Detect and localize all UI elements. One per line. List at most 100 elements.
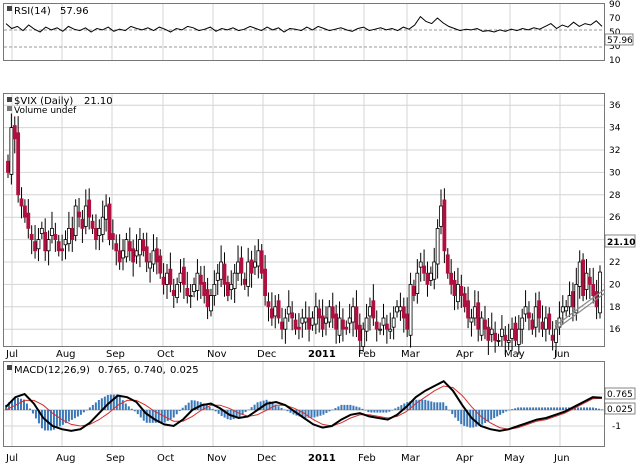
candle-body (300, 317, 305, 324)
candle-body (374, 321, 379, 330)
candle-body (533, 306, 538, 328)
month-label: Sep (106, 453, 125, 464)
macd-histogram-bar (337, 406, 340, 410)
macd-histogram-bar (445, 405, 448, 410)
candle-body (263, 268, 267, 296)
macd-histogram-bar (289, 410, 292, 413)
macd-histogram-bar (427, 400, 430, 410)
price-tick-label: 20 (609, 280, 621, 290)
macd-grid (4, 362, 604, 446)
candle-body (43, 232, 48, 252)
macd-histogram-bar (244, 410, 247, 413)
candle-body (50, 227, 54, 236)
macd-histogram-bar (526, 407, 529, 410)
macd-histogram-bar (37, 410, 40, 424)
macd-histogram-bar (499, 410, 502, 415)
macd-histogram-bar (361, 408, 364, 410)
candle-body (554, 328, 558, 343)
candle-body (472, 306, 477, 319)
rsi-panel: 90 70 50 30 10 57.96 RSI(14) 57.96 (3, 0, 634, 66)
price-current-value: 21.10 (84, 96, 113, 107)
candle-body (205, 289, 210, 308)
macd-histogram-bar (583, 407, 586, 410)
candle-body (185, 288, 190, 297)
candle-body (259, 250, 264, 274)
candle-body (493, 332, 498, 341)
candle-body (266, 301, 271, 308)
candle-body (46, 239, 51, 252)
candle-body (56, 241, 61, 252)
macd-histogram-bar (370, 410, 373, 413)
macd-histogram-bar (508, 409, 511, 411)
macd-histogram-bar (220, 410, 223, 416)
macd-histogram-bar (589, 407, 592, 410)
macd-histogram-bar (466, 410, 469, 427)
macd-histogram-bar (64, 410, 67, 424)
candle-body (134, 250, 139, 257)
macd-histogram-bar (493, 410, 496, 419)
macd-histogram-bar (97, 399, 100, 410)
macd-histogram-bar (232, 410, 235, 420)
macd-histogram-bar (280, 407, 283, 410)
macd-histogram-bar (541, 407, 544, 410)
price-value-badge-text: 21.10 (607, 238, 635, 248)
candle-body (347, 317, 352, 324)
macd-histogram-bar (388, 410, 391, 412)
macd-value-badge-text: 0.765 (607, 390, 633, 400)
macd-histogram-bar (523, 407, 526, 410)
candle-body (249, 259, 254, 274)
month-label: Apr (456, 453, 474, 464)
macd-histogram-bar (85, 409, 88, 411)
candle-body (114, 243, 119, 252)
macd-histogram-bar (475, 410, 478, 427)
month-label: Jul (5, 349, 18, 360)
candle-body (242, 278, 247, 285)
candle-body (479, 317, 484, 336)
macd-histogram-bar (373, 410, 376, 413)
candle-body (138, 239, 142, 256)
macd-hist-badge (604, 402, 636, 415)
macd-histogram-bar (40, 410, 43, 429)
candle-body (198, 274, 203, 285)
macd-histogram-bar (547, 407, 550, 410)
macd-histogram-bar (496, 410, 499, 417)
price-tick-label: 26 (609, 213, 621, 223)
rsi-tick-label: 50 (609, 28, 621, 38)
candle-body (117, 250, 122, 263)
price-frame (3, 93, 605, 347)
candle-body (73, 205, 78, 236)
macd-histogram-bar (586, 407, 589, 410)
candle-body (428, 272, 433, 281)
candle-body (209, 295, 213, 312)
candle-body (100, 216, 105, 235)
candle-body (66, 227, 71, 245)
month-label: Dec (257, 453, 276, 464)
macd-histogram-bar (517, 407, 520, 410)
macd-histogram-bar (538, 407, 541, 410)
macd-histogram-bar (49, 410, 52, 431)
price-tick-label: 34 (609, 124, 621, 134)
macd-histogram-bar (130, 408, 133, 410)
macd-histogram-value: 0.025 (170, 365, 199, 376)
macd-histogram-bar (253, 404, 256, 410)
candle-body (476, 302, 481, 330)
macd-histogram-bar (334, 408, 337, 410)
macd-histogram-bar (25, 403, 28, 410)
macd-histogram-bar (367, 410, 370, 413)
candle-body (543, 317, 548, 330)
macd-histogram-bar (307, 410, 310, 418)
macd-histogram-bar (256, 402, 259, 410)
price-tick-label: 28 (609, 191, 621, 201)
macd-histogram-bar (181, 407, 184, 410)
macd-histogram-bar (448, 409, 451, 411)
macd-histogram-bar (319, 410, 322, 416)
candle-body (564, 306, 569, 312)
macd-histogram-bar (34, 410, 37, 419)
macd-histogram-bar (424, 399, 427, 410)
candle-body (452, 279, 457, 297)
rsi-axis: 90 70 50 30 10 (609, 0, 621, 66)
macd-histogram-bar (565, 407, 568, 410)
month-label: Feb (358, 453, 376, 464)
macd-histogram-bar (394, 408, 397, 410)
